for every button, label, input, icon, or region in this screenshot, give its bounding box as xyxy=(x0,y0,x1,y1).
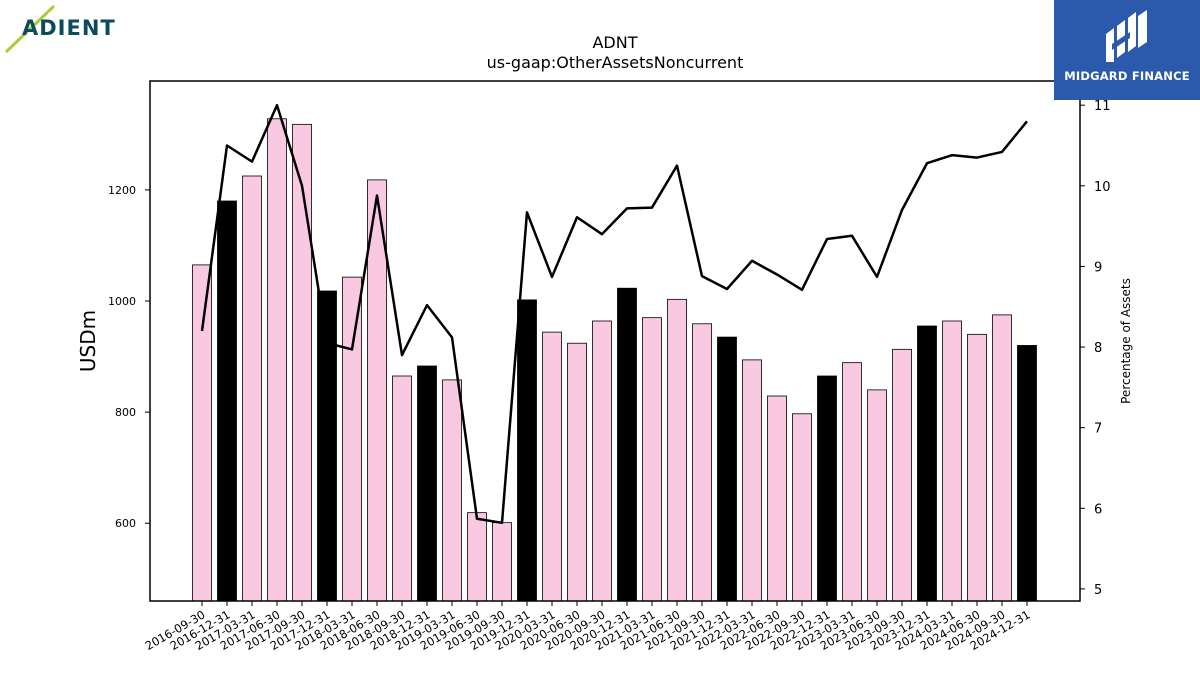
bar-2019-09-30 xyxy=(492,522,512,602)
plot-frame xyxy=(149,80,1081,602)
bar-2024-03-31 xyxy=(942,320,962,602)
bar-2023-12-31 xyxy=(917,325,937,602)
y-tick-label: 600 xyxy=(115,517,136,530)
bar-2023-09-30 xyxy=(892,348,912,602)
bar-2020-06-30 xyxy=(567,342,587,602)
bar-2021-09-30 xyxy=(692,323,712,602)
bar-2023-03-31 xyxy=(842,362,862,602)
midgard-mark-icon xyxy=(1106,10,1147,62)
midgard-logo-text: MIDGARD FINANCE xyxy=(1064,69,1190,83)
percentage-line xyxy=(200,103,1028,525)
bar-2019-12-31 xyxy=(517,299,537,602)
bar-2018-12-31 xyxy=(417,365,437,602)
y-tick-label: 800 xyxy=(115,406,136,419)
y2-tick-label: 6 xyxy=(1094,502,1102,517)
y-axis-left: 600 800 1000 1200 xyxy=(108,184,150,530)
bar-2023-06-30 xyxy=(867,389,887,602)
y2-tick-label: 7 xyxy=(1094,422,1102,437)
y2-axis-label: Percentage of Assets xyxy=(1119,278,1133,404)
bar-2024-09-30 xyxy=(992,314,1012,602)
bar-2021-03-31 xyxy=(642,317,662,602)
bar-2022-09-30 xyxy=(792,413,812,602)
bar-2022-03-31 xyxy=(742,359,762,602)
bar-2017-03-31 xyxy=(242,175,262,602)
midgard-finance-logo: MIDGARD FINANCE xyxy=(1054,0,1200,100)
bar-2018-09-30 xyxy=(392,375,412,602)
bar-2021-06-30 xyxy=(667,298,687,602)
x-axis: 2016-09-302016-12-312017-03-312017-06-30… xyxy=(143,601,1033,653)
line-series xyxy=(200,103,1028,525)
logo-accent-icon xyxy=(4,4,56,54)
bar-2020-12-31 xyxy=(617,287,637,602)
y2-tick-label: 8 xyxy=(1094,341,1102,356)
adient-logo: ADIENT xyxy=(0,0,140,60)
bar-2016-12-31 xyxy=(217,200,237,602)
bar-2019-06-30 xyxy=(467,512,487,602)
bar-2018-03-31 xyxy=(342,276,362,602)
bar-2017-09-30 xyxy=(292,123,312,602)
chart-title: ADNT xyxy=(592,33,637,52)
y-axis-label: USDm xyxy=(76,310,100,372)
y-tick-label: 1200 xyxy=(108,184,136,197)
bar-group xyxy=(192,118,1037,602)
bar-2021-12-31 xyxy=(717,336,737,602)
bar-2020-09-30 xyxy=(592,320,612,602)
adient-logo-text: ADIENT xyxy=(22,16,116,40)
bar-2022-12-31 xyxy=(817,375,837,602)
bar-2024-12-31 xyxy=(1017,345,1037,602)
y-tick-label: 1000 xyxy=(108,295,136,308)
chart-subtitle: us-gaap:OtherAssetsNoncurrent xyxy=(487,53,744,72)
bar-2024-06-30 xyxy=(967,333,987,602)
bar-2017-06-30 xyxy=(267,118,287,602)
y2-tick-label: 11 xyxy=(1094,99,1111,114)
y-axis-right: 5 6 7 8 9 10 11 xyxy=(1080,99,1111,598)
y2-tick-label: 9 xyxy=(1094,260,1102,275)
bar-2016-09-30 xyxy=(192,264,212,602)
y2-tick-label: 5 xyxy=(1094,583,1102,598)
y2-tick-label: 10 xyxy=(1094,180,1111,195)
bar-2019-03-31 xyxy=(442,379,462,602)
bar-2022-06-30 xyxy=(767,395,787,602)
bar-2020-03-31 xyxy=(542,331,562,602)
